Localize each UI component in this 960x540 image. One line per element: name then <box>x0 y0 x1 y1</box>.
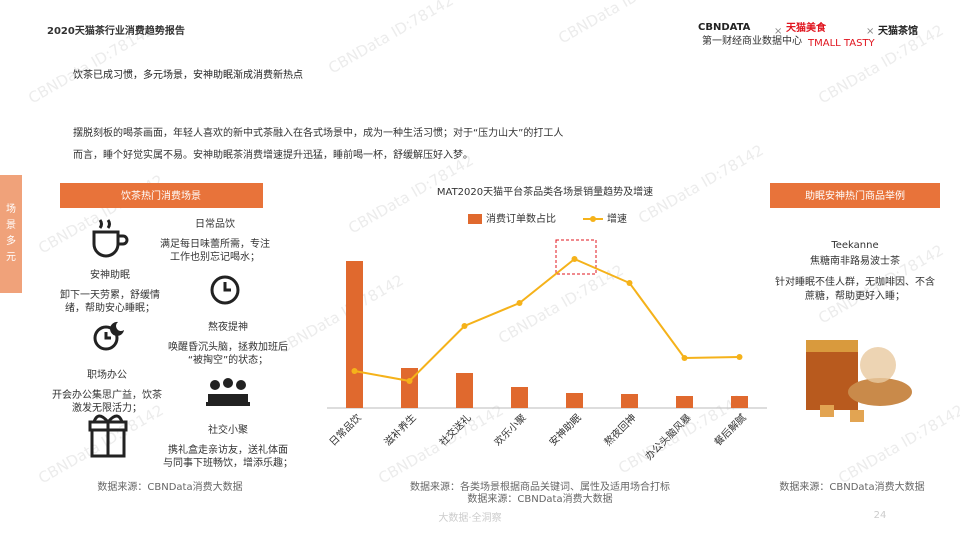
scene-name: 熬夜提神 <box>208 320 248 333</box>
icon <box>110 321 250 406</box>
watermark: CBNData ID:78142 <box>35 401 166 487</box>
panel-heading: 饮茶热门消费场景 <box>121 189 201 202</box>
scene-name: 社交小聚 <box>208 423 248 436</box>
logo-sub: TMALL TASTY <box>807 38 876 49</box>
x-tick-label: 滋补养生 <box>381 411 418 448</box>
x-tick-label: 日常品饮 <box>326 411 363 448</box>
scene-desc: 开会办公集思广益，饮茶 <box>52 388 162 401</box>
watermark: CBNData ID:78142 <box>325 0 456 77</box>
icon <box>88 219 240 458</box>
line-point <box>681 355 688 361</box>
line-point <box>516 300 523 306</box>
panel-heading-bg <box>770 183 940 208</box>
intro-line: 摆脱刻板的喝茶画面，年轻人喜欢的新中式茶融入在各式场景中，成为一种生活习惯；对于… <box>73 126 563 139</box>
x-tick-label: 安神助眠 <box>546 411 583 448</box>
line-point <box>406 378 413 384</box>
bar <box>676 396 693 408</box>
bar <box>731 396 748 408</box>
watermark: CBNData ID:78142 <box>635 141 766 227</box>
source: 数据来源：CBNData消费大数据 <box>779 480 924 493</box>
line-point <box>351 368 358 374</box>
intro-line: 而言，睡个好觉实属不易。安神助眠茶消费增速提升迅猛，睡前喝一杯，舒缓解压好入梦。 <box>73 148 473 161</box>
scene-desc: 工作也别忘记喝水； <box>170 250 260 263</box>
scene-name: 日常品饮 <box>195 217 235 230</box>
side-tab <box>0 175 22 293</box>
logo-sub: 第一财经商业数据中心 <box>702 34 802 47</box>
scene-name: 安神助眠 <box>90 268 130 281</box>
scene-desc: “被掏空”的状态； <box>188 353 268 366</box>
scene-desc: 激发无限活力； <box>72 401 142 414</box>
report-name: 2020天猫茶行业消费趋势报告 <box>47 24 185 37</box>
tagline: 大数据·全洞察 <box>438 511 501 524</box>
product-image <box>806 340 912 422</box>
side-tab-label: 场 <box>6 202 16 215</box>
side-tab-label: 景 <box>6 219 16 231</box>
scene-name: 职场办公 <box>87 368 127 381</box>
line-point <box>461 323 468 329</box>
product-name: 焦糖南非路易波士茶 <box>810 254 900 267</box>
bar <box>511 387 528 408</box>
scene-desc: 唤醒昏沉头脑，拯救加班后 <box>168 340 288 353</box>
slide-title: 饮茶已成习惯，多元场景，安神助眠渐成消费新热点 <box>73 68 303 81</box>
scene-desc: 满足每日味蕾所需，专注 <box>160 237 270 250</box>
legend-label: 消费订单数占比 <box>486 212 556 225</box>
chart-title: MAT2020天猫平台茶品类各场景销量趋势及增速 <box>437 185 653 198</box>
logo: CBNDATA <box>698 22 751 33</box>
side-tab-label: 多 <box>6 234 16 247</box>
watermark: CBNData ID:78142 <box>555 0 686 47</box>
chart-source: 数据来源：各类场景根据商品关键词、属性及适用场合打标 <box>410 480 670 493</box>
logo: 天猫美食 <box>786 21 827 34</box>
bar <box>456 373 473 408</box>
legend-label: 增速 <box>607 212 627 225</box>
line-point <box>571 256 578 262</box>
separator: × <box>866 26 874 37</box>
separator: × <box>774 26 782 37</box>
scene-desc: 绪，帮助安心睡眠； <box>65 301 155 314</box>
legend-swatch <box>590 216 596 222</box>
highlight-box <box>555 239 597 275</box>
logo: 天猫茶馆 <box>878 24 918 37</box>
product-desc: 蔗糖，帮助更好入睡； <box>805 289 905 302</box>
chart-source: 数据来源：CBNData消费大数据 <box>467 492 612 505</box>
line-point <box>736 354 743 360</box>
page-number: 24 <box>874 510 887 521</box>
brand: Teekanne <box>830 240 878 251</box>
scene-desc: 卸下一天劳累，舒缓情 <box>60 288 160 301</box>
legend-swatch <box>468 214 482 224</box>
scene-desc: 与同事下班畅饮，增添乐趣； <box>163 456 293 469</box>
product-desc: 针对睡眠不佳人群，无咖啡因、不含 <box>775 275 935 288</box>
bar <box>346 261 363 408</box>
panel-heading-bg <box>60 183 263 208</box>
side-tab-label: 元 <box>6 252 16 263</box>
line-point <box>626 280 633 286</box>
panel-heading: 助眠安神热门商品举例 <box>805 189 905 202</box>
bar <box>566 393 583 408</box>
bar <box>621 394 638 408</box>
line <box>354 257 740 383</box>
source: 数据来源：CBNData消费大数据 <box>97 480 242 493</box>
watermark: CBNData ID:78142 <box>275 271 406 357</box>
scene-desc: 携礼盒走亲访友，送礼体面 <box>168 443 288 456</box>
x-tick-label: 熬夜回神 <box>601 411 638 448</box>
